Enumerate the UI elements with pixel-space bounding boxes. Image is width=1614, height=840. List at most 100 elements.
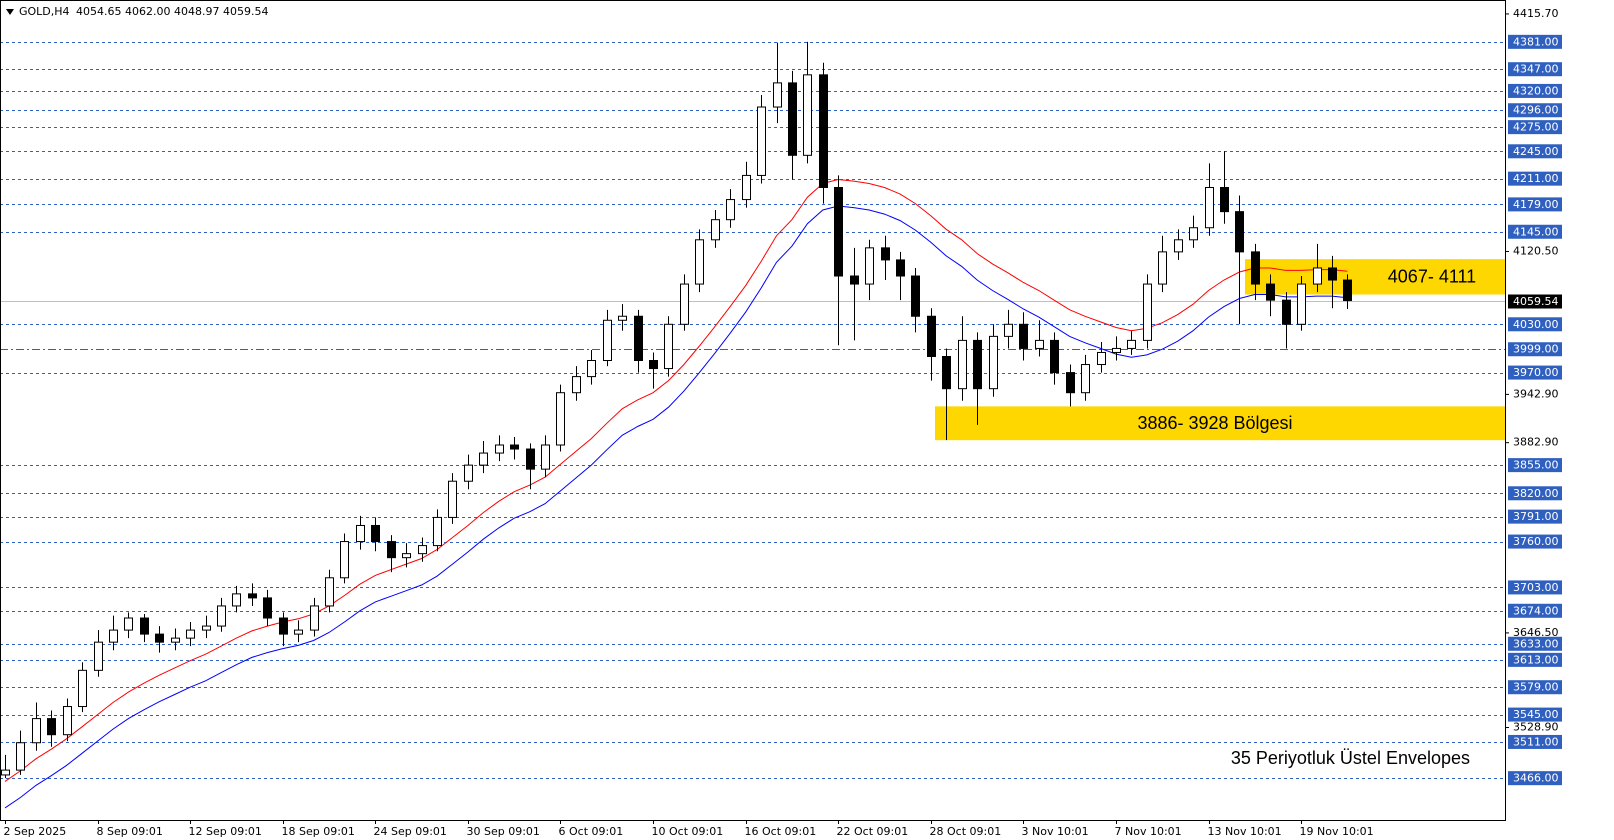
level-label-box	[1508, 171, 1562, 186]
zone-label: 4067- 4111	[1388, 267, 1476, 287]
candle-body	[495, 444, 504, 454]
level-label: 3855.00	[1513, 459, 1559, 472]
candle-body	[1035, 339, 1044, 349]
level-label: 3760.00	[1513, 535, 1559, 548]
x-tick-label: 10 Oct 09:01	[652, 825, 724, 838]
level-label: 3970.00	[1513, 366, 1559, 379]
x-tick-label: 12 Sep 09:01	[189, 825, 262, 838]
candle-body	[202, 625, 211, 631]
level-label-box	[1508, 652, 1562, 667]
candle-body	[911, 275, 920, 317]
zone-label: 3886- 3928 Bölgesi	[1137, 413, 1292, 433]
candle-body	[618, 315, 627, 321]
candle-body	[63, 706, 72, 736]
level-label: 3999.00	[1513, 343, 1559, 356]
candle-body	[1019, 323, 1028, 349]
candle-body	[1266, 283, 1275, 301]
candle-body	[186, 629, 195, 639]
level-label: 4320.00	[1513, 84, 1559, 97]
level-label-box	[1508, 365, 1562, 380]
candle-body	[387, 541, 396, 559]
level-label: 3674.00	[1513, 604, 1559, 617]
level-label: 3511.00	[1513, 735, 1559, 748]
level-label: 3545.00	[1513, 708, 1559, 721]
x-tick-label: 30 Sep 09:01	[467, 825, 540, 838]
candle-body	[310, 605, 319, 631]
y-tick-label: 3528.90	[1513, 721, 1559, 734]
zone	[935, 406, 1505, 441]
candle-body	[973, 339, 982, 390]
level-label-box	[1508, 580, 1562, 595]
plot-frame	[0, 0, 1506, 821]
candle-body	[1081, 364, 1090, 394]
candle-body	[726, 199, 735, 221]
candle-body	[695, 239, 704, 285]
level-label-box	[1508, 636, 1562, 651]
candle-body	[1066, 372, 1075, 394]
x-tick-label: 28 Oct 09:01	[930, 825, 1002, 838]
candle-body	[834, 186, 843, 277]
candle-body	[356, 524, 365, 543]
candle-body	[32, 718, 41, 744]
annotation: 35 Periyotluk Üstel Envelopes	[1231, 748, 1470, 768]
candle-body	[279, 617, 288, 635]
candle-body	[1189, 227, 1198, 241]
candle-body	[1050, 339, 1059, 374]
menu-triangle	[6, 9, 14, 15]
candle-body	[325, 577, 334, 607]
candle-body	[526, 448, 535, 470]
level-label: 4179.00	[1513, 198, 1559, 211]
candle-body	[232, 593, 241, 607]
candle-body	[94, 641, 103, 671]
level-label: 3791.00	[1513, 510, 1559, 523]
candle-body	[587, 360, 596, 378]
level-label: 3613.00	[1513, 653, 1559, 666]
candle-body	[927, 315, 936, 357]
x-tick-label: 8 Sep 09:01	[97, 825, 163, 838]
last-price-box	[1508, 294, 1562, 309]
candle-body	[217, 605, 226, 627]
candle-body	[850, 275, 859, 285]
x-tick-label: 13 Nov 10:01	[1208, 825, 1282, 838]
candle-body	[16, 742, 25, 771]
level-label-box	[1508, 197, 1562, 212]
candle-body	[541, 444, 550, 470]
level-label: 4296.00	[1513, 104, 1559, 117]
level-label: 3633.00	[1513, 637, 1559, 650]
candle-body	[603, 319, 612, 362]
level-label-box	[1508, 509, 1562, 524]
level-label-box	[1508, 34, 1562, 49]
x-tick-label: 18 Sep 09:01	[282, 825, 355, 838]
candle-body	[1127, 339, 1136, 349]
y-tick-label: 3942.90	[1513, 387, 1559, 400]
level-label-box	[1508, 734, 1562, 749]
candle-body	[1158, 251, 1167, 285]
y-tick-label: 4120.50	[1513, 244, 1559, 257]
candle-body	[572, 376, 581, 394]
level-label: 4145.00	[1513, 225, 1559, 238]
level-label: 4030.00	[1513, 318, 1559, 331]
level-label-box	[1508, 707, 1562, 722]
candle-body	[1235, 211, 1244, 253]
level-label-box	[1508, 62, 1562, 77]
level-label: 3466.00	[1513, 772, 1559, 785]
candle-body	[803, 74, 812, 156]
candle-body	[711, 219, 720, 241]
candle-body	[371, 524, 380, 543]
x-tick-label: 6 Oct 09:01	[559, 825, 624, 838]
level-label-box	[1508, 83, 1562, 98]
candle-body	[510, 444, 519, 450]
level-label-box	[1508, 603, 1562, 618]
candle-body	[1297, 283, 1306, 325]
x-tick-label: 22 Oct 09:01	[837, 825, 909, 838]
candle-body	[140, 617, 149, 635]
x-tick-label: 2 Sep 2025	[4, 825, 67, 838]
level-label-box	[1508, 144, 1562, 159]
candle-body	[47, 718, 56, 736]
level-label: 3703.00	[1513, 581, 1559, 594]
level-label: 4245.00	[1513, 145, 1559, 158]
x-tick-label: 19 Nov 10:01	[1300, 825, 1374, 838]
candle-body	[1251, 251, 1260, 285]
candle-body	[402, 553, 411, 559]
